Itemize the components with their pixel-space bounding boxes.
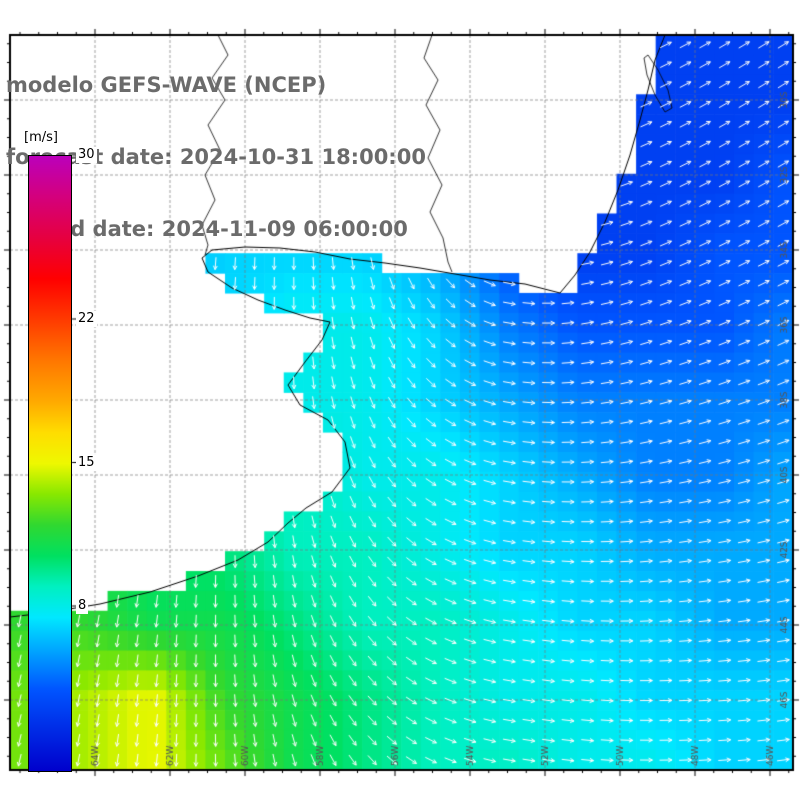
- colorbar-tick-label: 8: [76, 598, 89, 614]
- colorbar-tick-label: 15: [76, 454, 97, 471]
- model-title: modelo GEFS-WAVE (NCEP): [6, 73, 327, 97]
- colorbar-unit-label: [m/s]: [24, 130, 58, 145]
- colorbar-tick-label: 22: [76, 311, 97, 327]
- colorbar-tick-label: 30: [76, 147, 97, 163]
- colorbar: [28, 155, 72, 772]
